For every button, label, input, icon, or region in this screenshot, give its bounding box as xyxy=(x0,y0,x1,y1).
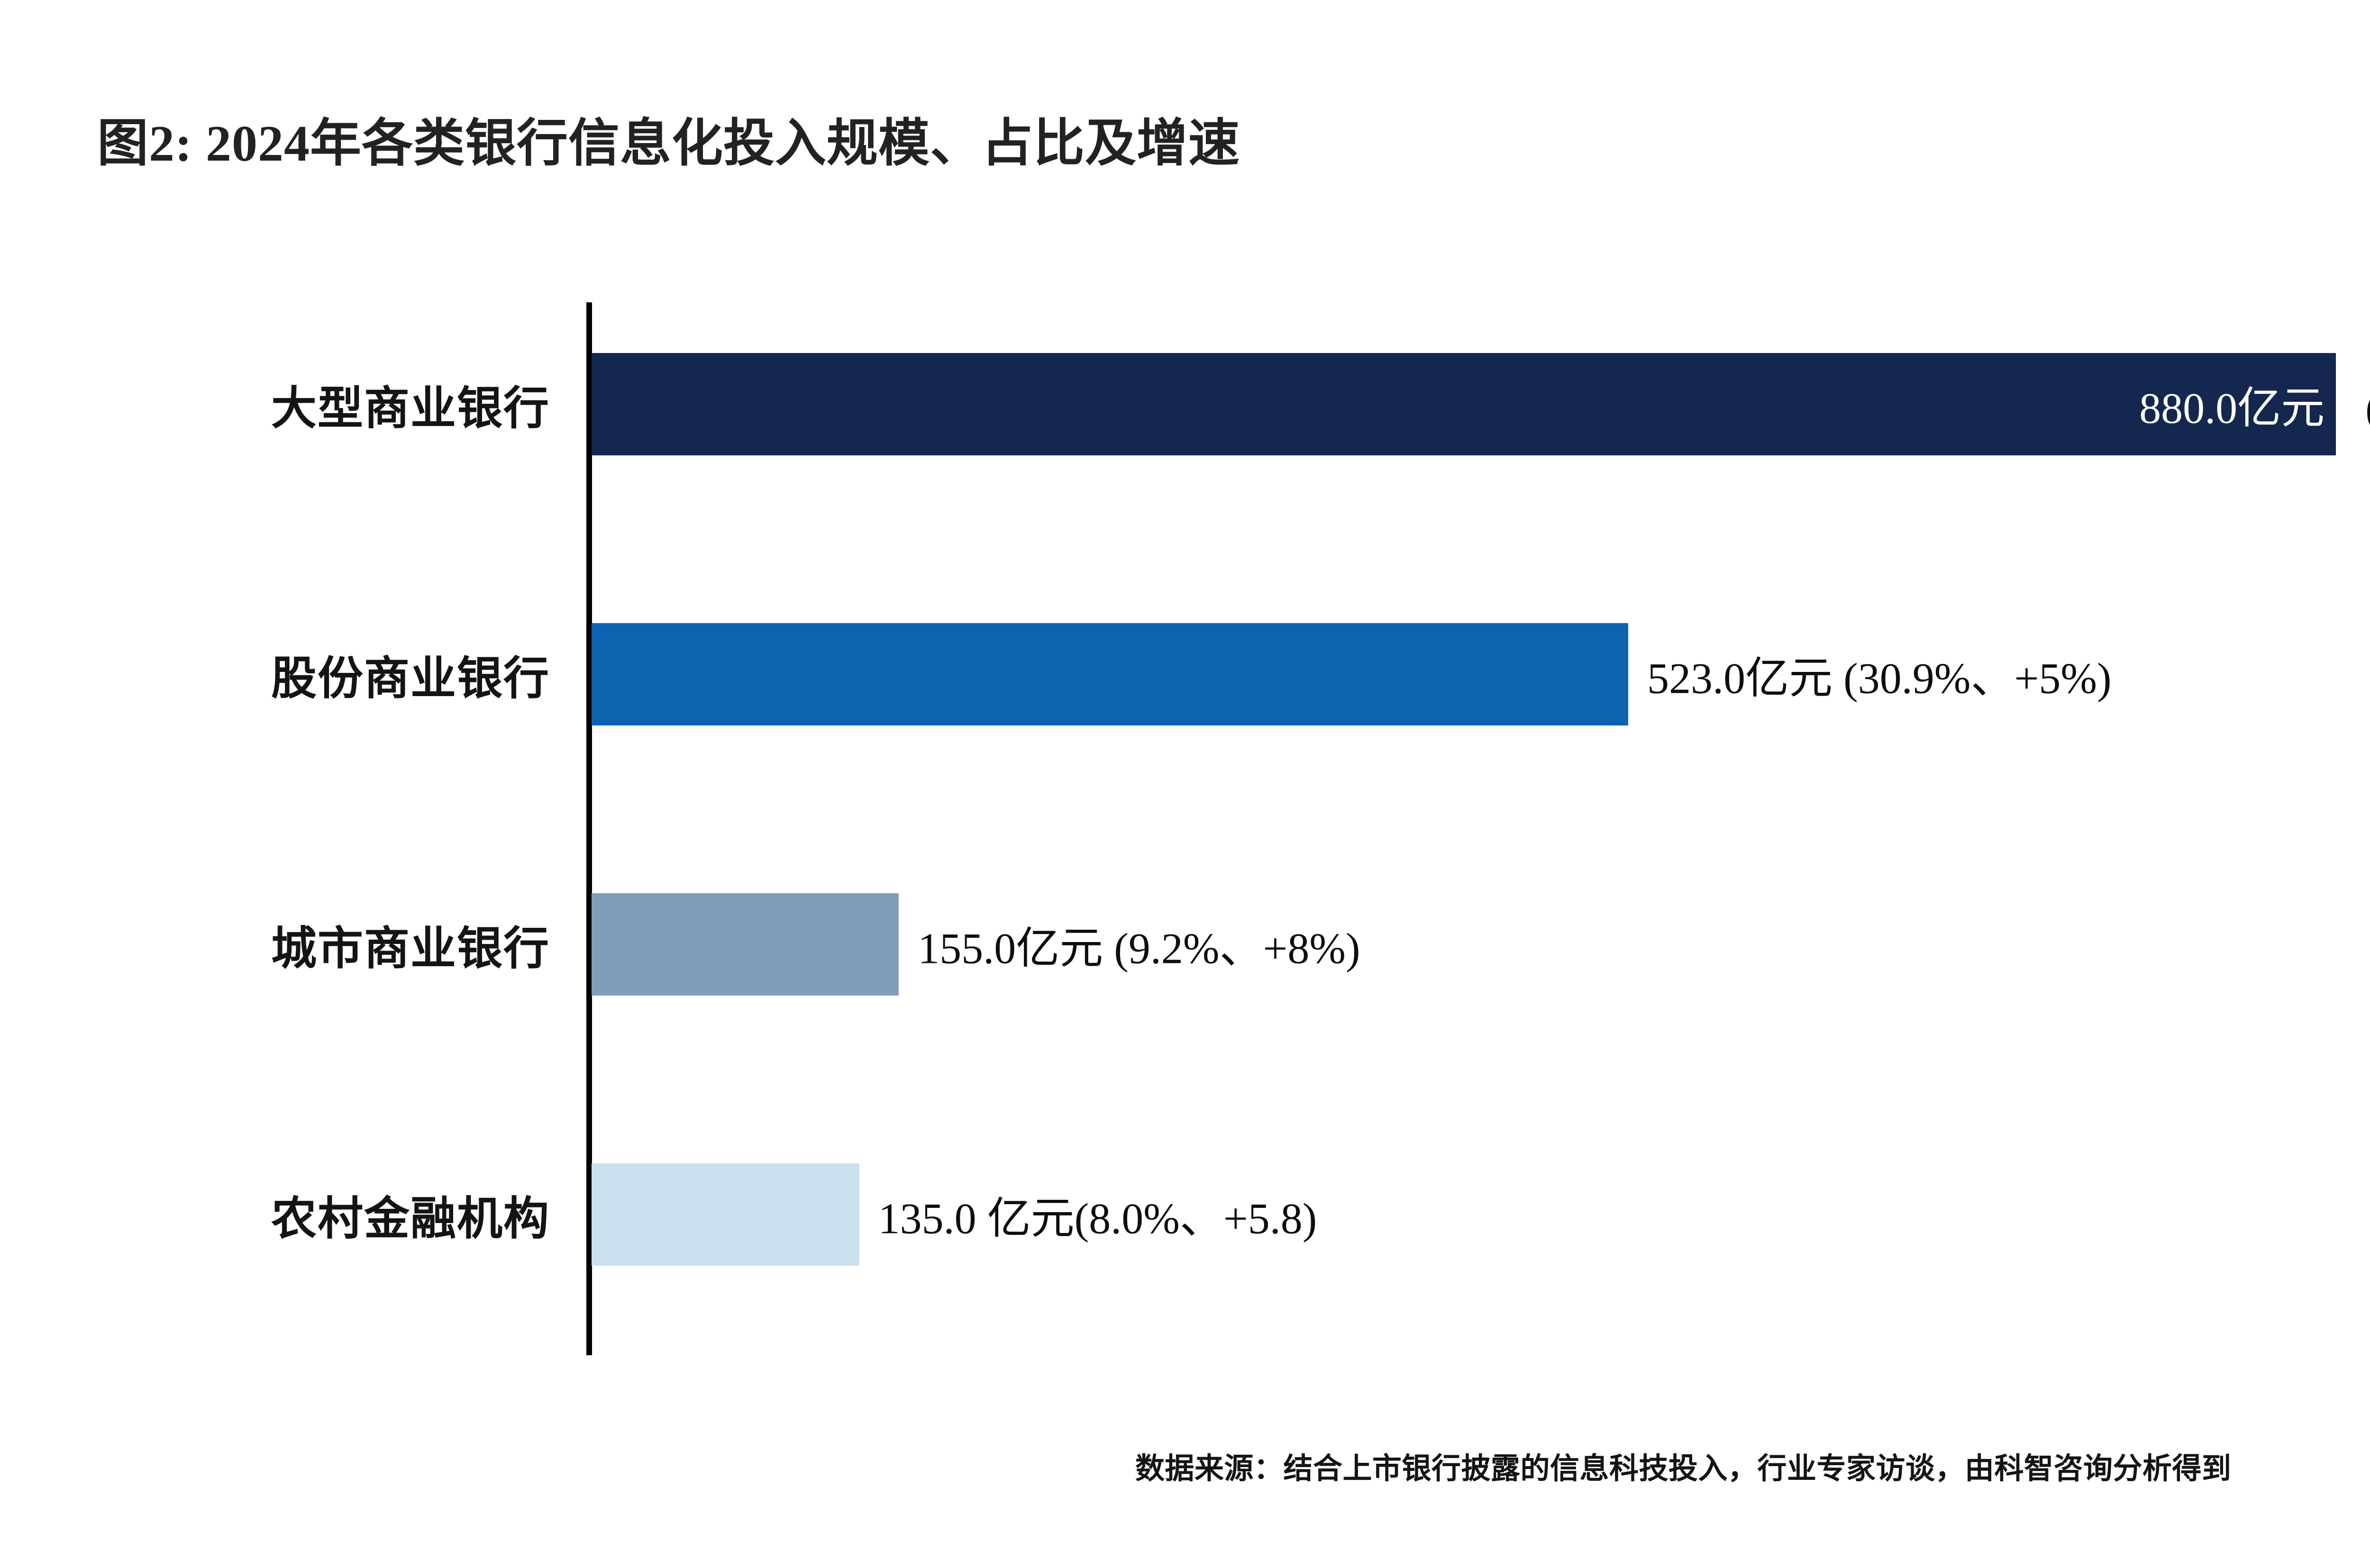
bar-row: 城市商业银行 155.0亿元 (9.2%、+8%) xyxy=(0,893,2370,996)
bar-row: 大型商业银行 880.0亿元 (52.0%、+2%) xyxy=(0,353,2370,455)
bar-joint-stock-bank[interactable] xyxy=(592,623,1629,725)
category-label-joint-stock-bank: 股份商业银行 xyxy=(271,653,550,704)
bar-city-commercial-bank[interactable] xyxy=(592,893,899,996)
bar-value-label-inside: 880.0亿元 xyxy=(2139,384,2325,433)
page-title: 图2: 2024年各类银行信息化投入规模、占比及增速 xyxy=(97,116,1240,172)
category-label-rural-financial-institution: 农村金融机构 xyxy=(271,1193,550,1244)
category-label-city-commercial-bank: 城市商业银行 xyxy=(271,923,550,974)
bar-row: 农村金融机构 135.0 亿元(8.0%、+5.8) xyxy=(0,1163,2370,1266)
bar-annotation-city-commercial-bank: 155.0亿元 (9.2%、+8%) xyxy=(918,924,1360,973)
bar-rural-financial-institution[interactable] xyxy=(592,1163,859,1266)
bar-annotation-large-commercial-bank: (52.0%、+2%) xyxy=(2365,373,2370,436)
bar-row: 股份商业银行 523.0亿元 (30.9%、+5%) xyxy=(0,623,2370,725)
category-label-large-commercial-bank: 大型商业银行 xyxy=(271,383,550,434)
y-axis-line xyxy=(586,302,592,1355)
bar-annotation-joint-stock-bank: 523.0亿元 (30.9%、+5%) xyxy=(1647,654,2112,703)
source-note: 数据来源：结合上市银行披露的信息科技投入，行业专家访谈，由科智咨询分析得到 xyxy=(1135,1453,2232,1485)
bar-large-commercial-bank[interactable]: 880.0亿元 xyxy=(592,353,2336,455)
bar-annotation-rural-financial-institution: 135.0 亿元(8.0%、+5.8) xyxy=(878,1194,1317,1243)
